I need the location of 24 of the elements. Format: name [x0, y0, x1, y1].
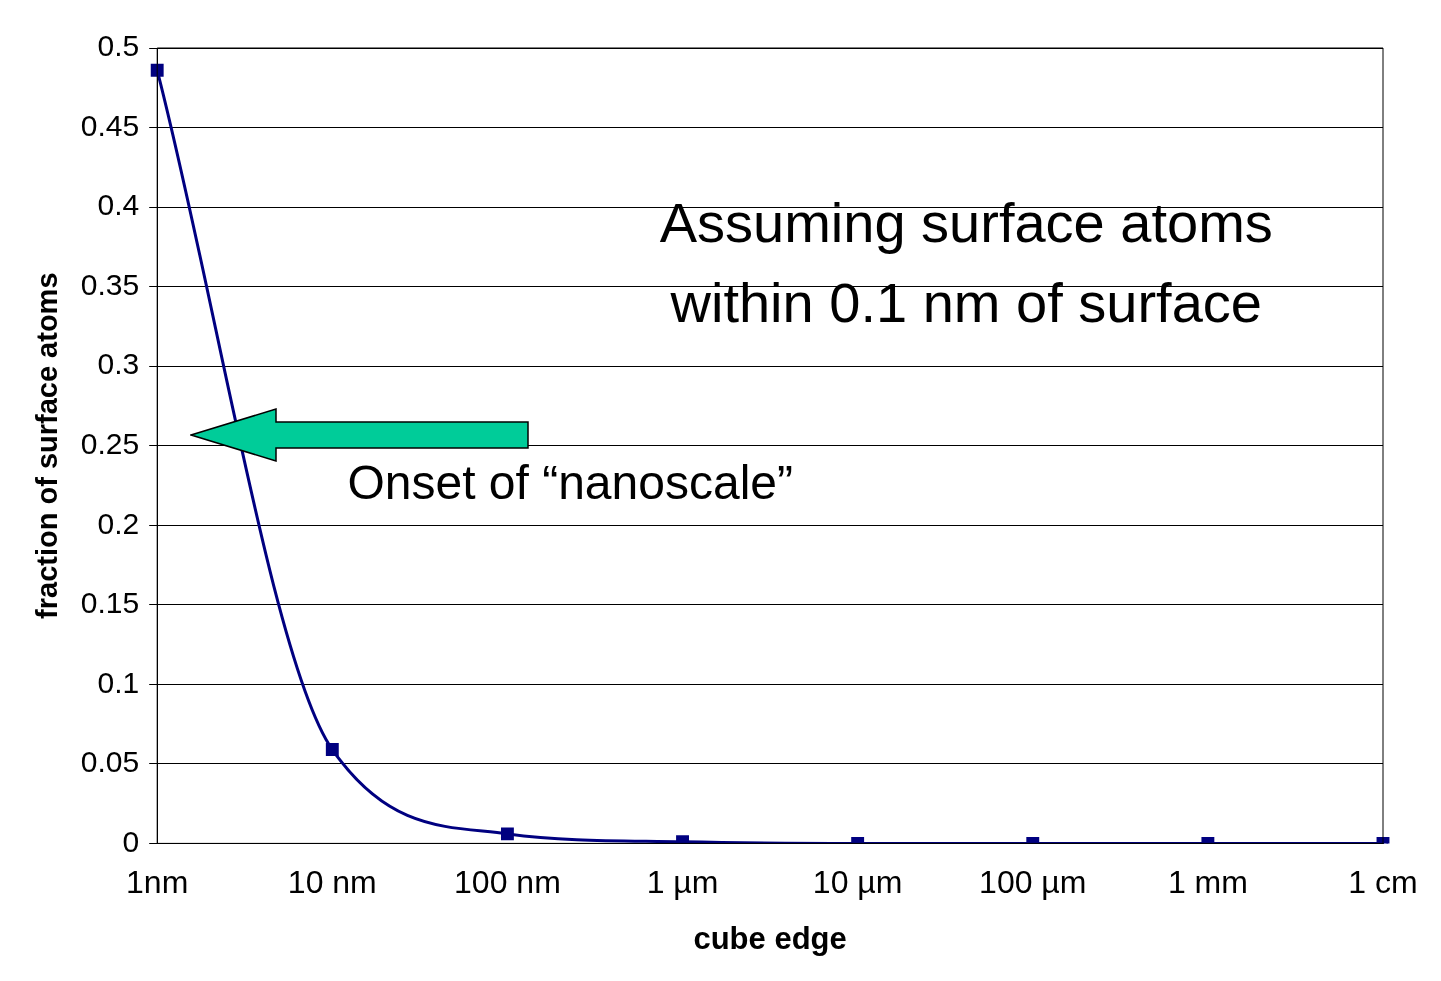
- x-tick-label: 1 cm: [1348, 864, 1418, 901]
- y-tick-label: 0.35: [80, 267, 140, 301]
- y-tick-label: 0.45: [80, 108, 140, 142]
- x-tick-label: 100 µm: [979, 864, 1087, 901]
- x-axis-title: cube edge: [693, 920, 847, 956]
- y-tick-label: 0.2: [97, 506, 140, 540]
- x-tick-label: 1 mm: [1167, 864, 1248, 901]
- y-tick-label: 0.5: [97, 29, 140, 63]
- x-tick-label: 10 nm: [287, 864, 377, 901]
- annotation: Assuming surface atoms within 0.1 nm of surface: [659, 191, 1273, 334]
- x-tick-label: 100 nm: [454, 864, 561, 901]
- y-tick-label: 0: [122, 824, 140, 858]
- point: [150, 63, 164, 77]
- annotation: Onset of “nanoscale”: [347, 456, 793, 510]
- y-axis-title: fraction of surface atoms: [31, 272, 64, 619]
- x-tick-label: 10 µm: [812, 864, 903, 901]
- x-tick-label: 1 µm: [646, 864, 719, 901]
- y-tick-label: 0.05: [80, 745, 140, 779]
- y-tick-label: 0.15: [80, 586, 140, 620]
- y-tick-label: 0.3: [97, 347, 140, 381]
- y-tick-label: 0.1: [97, 665, 140, 699]
- y-tick-label: 0.25: [80, 426, 140, 460]
- y-tick-label: 0.4: [97, 188, 140, 222]
- x-tick-label: 1nm: [126, 864, 189, 901]
